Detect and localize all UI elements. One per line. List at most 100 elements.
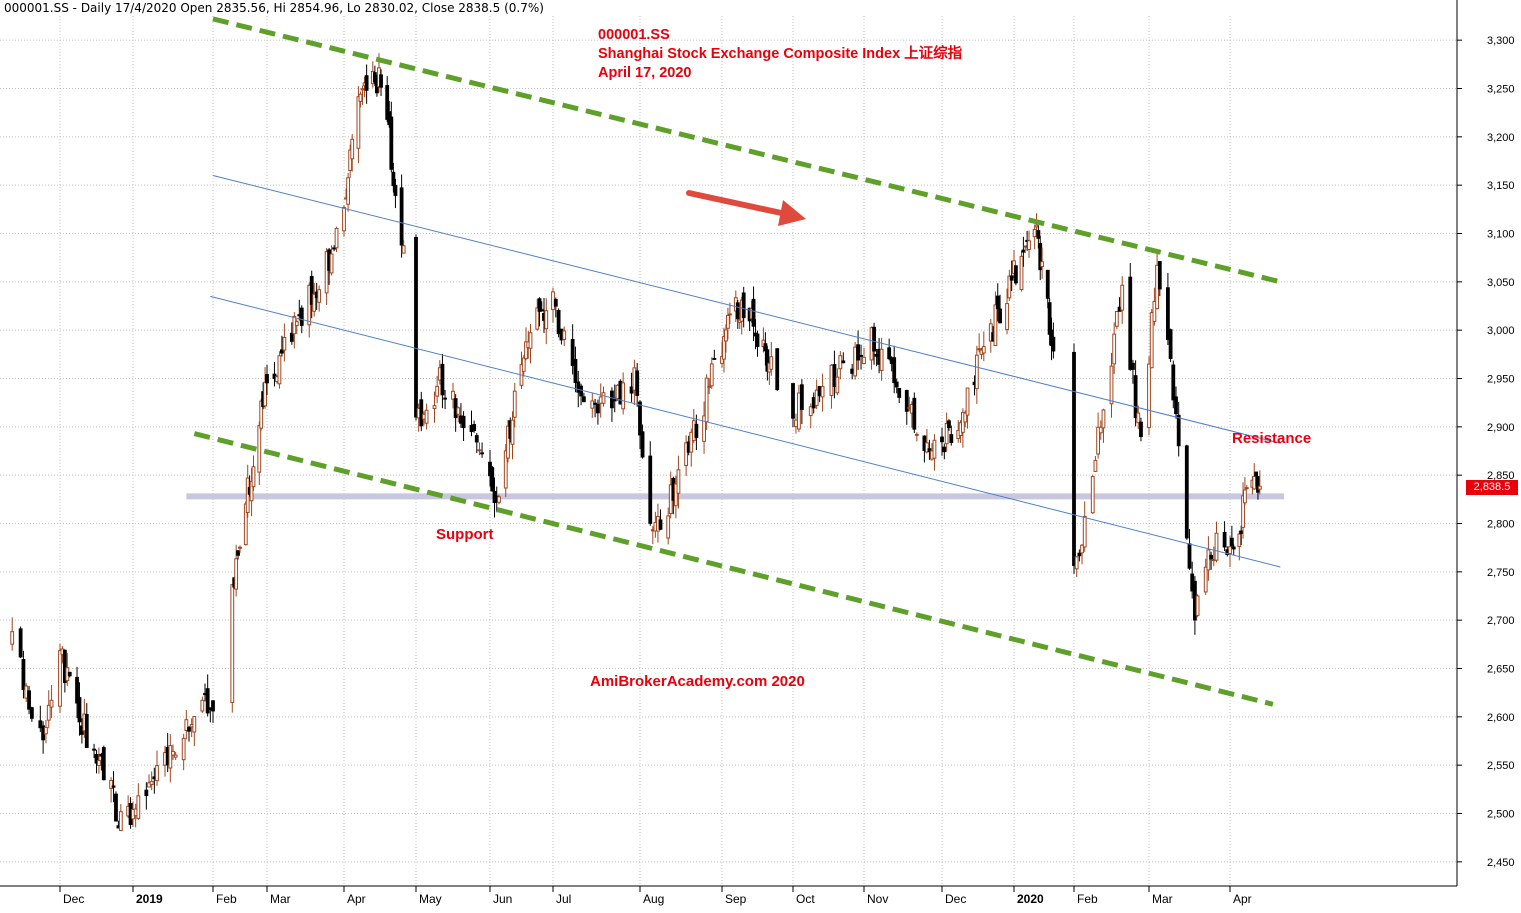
candle-242 xyxy=(879,337,884,381)
candle-body xyxy=(1239,530,1244,534)
candle-137 xyxy=(497,494,501,505)
candle-body xyxy=(1005,303,1009,330)
candle-65 xyxy=(251,455,256,491)
candle-body xyxy=(1036,230,1041,239)
candle-278 xyxy=(1005,288,1009,335)
x-tick-label: Aug xyxy=(643,892,664,906)
candle-body xyxy=(974,354,979,390)
candle-198 xyxy=(720,341,724,368)
candle-287 xyxy=(1027,230,1031,258)
title-ticker: 000001.SS xyxy=(598,27,670,43)
candle-188 xyxy=(684,435,689,476)
y-tick-label: 3,300 xyxy=(1487,35,1515,47)
candle-307 xyxy=(1109,352,1114,418)
candle-97 xyxy=(358,91,363,108)
candle-body xyxy=(704,377,709,423)
trend-arrow-head xyxy=(778,200,806,226)
candle-body xyxy=(1184,445,1189,539)
candle-255 xyxy=(927,439,932,460)
candle-body xyxy=(27,690,31,710)
candle-71 xyxy=(272,361,277,387)
candle-334 xyxy=(1209,551,1213,570)
candle-body xyxy=(707,385,712,388)
candle-5 xyxy=(29,706,34,722)
candle-body xyxy=(136,795,141,819)
candle-body xyxy=(817,386,822,397)
candle-body xyxy=(490,467,495,492)
candle-body xyxy=(1222,531,1227,548)
candle-277 xyxy=(998,294,1002,324)
candle-body xyxy=(562,330,567,340)
y-tick-label: 2,800 xyxy=(1487,519,1515,531)
candle-56 xyxy=(230,584,235,713)
candle-61 xyxy=(243,501,248,546)
candle-220 xyxy=(794,413,798,434)
candle-88 xyxy=(329,245,334,276)
candle-152 xyxy=(544,298,549,345)
candle-body xyxy=(251,466,256,488)
candle-69 xyxy=(263,367,267,409)
candle-body xyxy=(307,284,312,326)
candle-body xyxy=(537,298,542,312)
candle-body xyxy=(814,389,819,406)
candle-body xyxy=(243,503,248,546)
candle-body xyxy=(49,699,54,708)
candle-26 xyxy=(109,777,113,803)
candle-body xyxy=(1080,544,1084,554)
candle-body xyxy=(1157,261,1162,290)
candle-23 xyxy=(97,747,101,774)
candle-148 xyxy=(535,299,540,331)
candle-223 xyxy=(808,403,813,429)
candle-2 xyxy=(21,650,26,699)
candle-body xyxy=(1252,475,1257,490)
candle-body xyxy=(1090,476,1095,514)
candle-body xyxy=(393,184,398,196)
candle-body xyxy=(1254,471,1259,477)
candle-body xyxy=(1149,312,1154,369)
candle-78 xyxy=(294,319,299,334)
candle-276 xyxy=(995,283,1000,322)
candle-283 xyxy=(1019,250,1024,292)
candle-body xyxy=(401,245,406,254)
candle-body xyxy=(236,550,240,556)
candle-123 xyxy=(451,382,455,409)
candle-176 xyxy=(638,400,642,450)
candle-300 xyxy=(1080,543,1084,565)
y-tick-label: 3,250 xyxy=(1487,84,1515,96)
candle-258 xyxy=(940,427,944,456)
candle-body xyxy=(862,356,866,365)
candle-40 xyxy=(155,750,159,786)
candle-body xyxy=(1120,284,1125,311)
candle-298 xyxy=(1074,556,1079,578)
candle-body xyxy=(62,649,67,683)
candle-245 xyxy=(892,345,897,394)
candle-body xyxy=(556,310,561,335)
x-tick-label: Nov xyxy=(867,892,888,906)
candle-221 xyxy=(797,384,801,432)
candle-body xyxy=(998,308,1002,324)
candlesticks xyxy=(10,53,1262,832)
candle-body xyxy=(346,177,351,205)
candle-body xyxy=(694,423,699,439)
candle-186 xyxy=(673,475,678,519)
candle-body xyxy=(245,477,250,514)
candle-body xyxy=(727,313,732,316)
candle-body xyxy=(596,403,600,414)
candle-body xyxy=(424,409,429,424)
candle-body xyxy=(621,382,626,410)
candle-body xyxy=(724,329,728,342)
candle-4 xyxy=(27,685,31,715)
candle-172 xyxy=(621,372,626,415)
candle-247 xyxy=(897,387,902,404)
candle-340 xyxy=(1229,525,1234,548)
candle-body xyxy=(1021,249,1026,253)
candle-body xyxy=(1133,375,1138,419)
candle-body xyxy=(155,765,159,782)
candle-336 xyxy=(1214,521,1219,563)
candle-325 xyxy=(1174,386,1178,419)
candle-210 xyxy=(751,286,756,342)
candle-178 xyxy=(648,441,653,526)
candle-body xyxy=(755,333,760,347)
candle-body xyxy=(553,299,558,307)
candle-341 xyxy=(1231,544,1236,555)
